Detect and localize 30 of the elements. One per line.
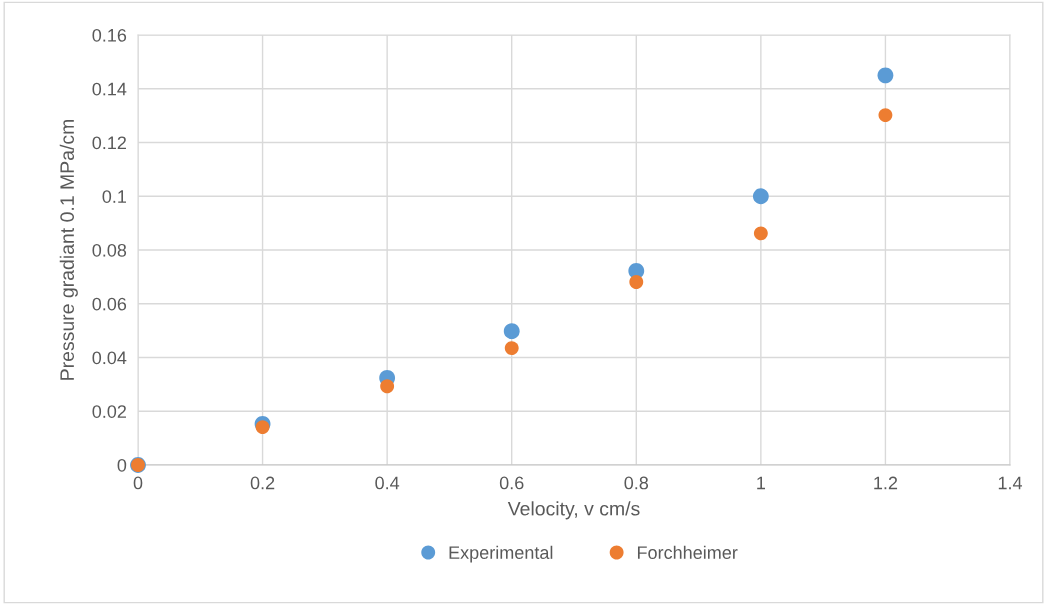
y-tick-label: 0.1 — [102, 190, 127, 203]
legend-label: Experimental — [449, 545, 553, 563]
point — [753, 226, 768, 241]
x-tick-label: 0.2 — [250, 476, 275, 490]
y-tick-label: 0.14 — [92, 82, 127, 96]
x-tick-label: 0.6 — [499, 476, 524, 490]
point — [629, 275, 644, 289]
y-tick-label: 0.02 — [92, 405, 126, 418]
point — [877, 67, 894, 84]
y-tick-label: 0.12 — [92, 136, 126, 150]
y-tick-label: 0.16 — [92, 28, 127, 42]
x-tick-label: 0.8 — [624, 476, 649, 490]
point — [255, 420, 270, 435]
legend-label: Forchheimer — [637, 545, 738, 560]
x-tick-label: 0.4 — [375, 476, 400, 490]
x-tick-label: 0 — [133, 476, 143, 490]
x-tick-label: 1.2 — [874, 476, 898, 490]
y-tick-label: 0.04 — [92, 351, 127, 365]
point — [503, 323, 520, 340]
x-tick-label: 1 — [757, 476, 765, 490]
y-tick-label: 0.08 — [92, 243, 127, 257]
point — [878, 108, 893, 123]
y-tick-label: 0 — [117, 458, 127, 472]
point — [504, 341, 519, 356]
x-axis-title: Velocity, v cm/s — [507, 501, 640, 520]
point — [752, 188, 769, 205]
y-tick-label: 0.06 — [92, 297, 127, 311]
x-tick-label: 1.4 — [998, 476, 1023, 490]
y-axis-title: Pressure gradiant 0.1 MPa/cm — [59, 119, 78, 380]
point — [380, 379, 395, 394]
